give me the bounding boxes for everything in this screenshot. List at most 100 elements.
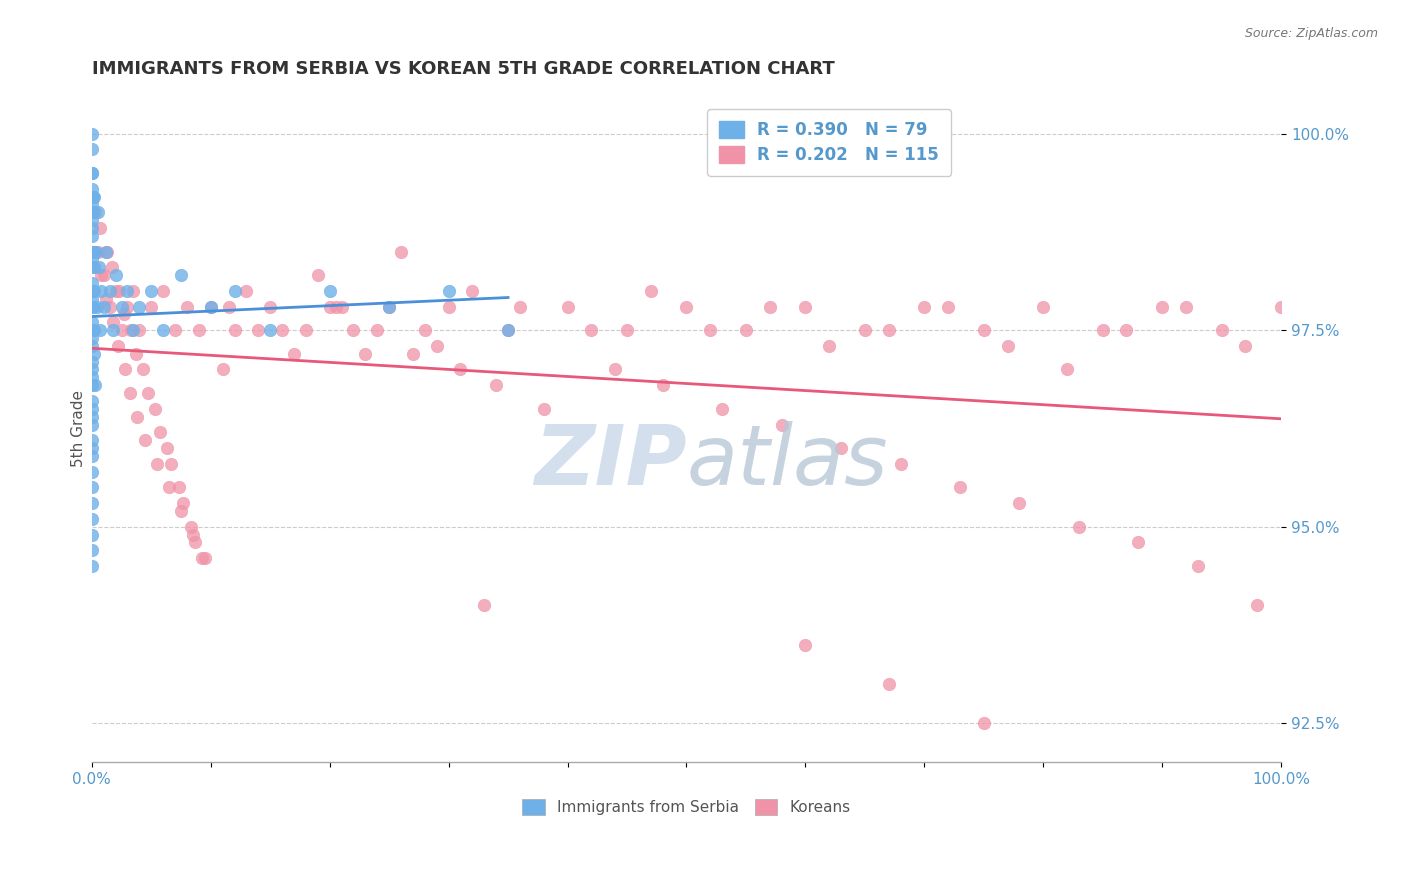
Point <box>80 252 103 267</box>
Point <box>128 300 150 314</box>
Point <box>80 417 103 432</box>
Point <box>378 300 401 314</box>
Text: IMMIGRANTS FROM SERBIA VS KOREAN 5TH GRADE CORRELATION CHART: IMMIGRANTS FROM SERBIA VS KOREAN 5TH GRA… <box>91 60 835 78</box>
Point <box>89 221 111 235</box>
Point <box>283 347 305 361</box>
Point <box>83 323 105 337</box>
Point <box>87 205 110 219</box>
Point <box>80 512 103 526</box>
Point <box>295 323 318 337</box>
Point <box>1211 323 1233 337</box>
Point <box>80 292 103 306</box>
Point <box>170 504 193 518</box>
Point <box>1067 519 1090 533</box>
Point <box>80 205 103 219</box>
Point <box>640 284 662 298</box>
Point <box>80 370 103 384</box>
Point <box>132 362 155 376</box>
Point <box>235 284 257 298</box>
Point <box>200 300 222 314</box>
Point <box>675 300 697 314</box>
Point <box>1032 300 1054 314</box>
Point <box>176 300 198 314</box>
Point <box>170 268 193 283</box>
Point <box>83 260 105 275</box>
Point <box>318 284 340 298</box>
Point <box>889 457 911 471</box>
Point <box>96 244 118 259</box>
Point <box>152 323 174 337</box>
Text: ZIP: ZIP <box>534 421 686 502</box>
Point <box>699 323 721 337</box>
Point <box>758 300 780 314</box>
Point <box>149 425 172 440</box>
Point <box>354 347 377 361</box>
Point <box>82 323 104 337</box>
Point <box>342 323 364 337</box>
Point <box>80 558 103 573</box>
Point <box>794 300 817 314</box>
Point <box>83 347 105 361</box>
Point <box>194 551 217 566</box>
Point <box>1187 558 1209 573</box>
Point <box>83 244 105 259</box>
Point <box>98 300 121 314</box>
Point <box>146 457 169 471</box>
Point <box>973 323 995 337</box>
Point <box>141 284 163 298</box>
Point <box>83 189 105 203</box>
Point <box>118 386 141 401</box>
Point <box>80 354 103 368</box>
Point <box>103 315 125 329</box>
Point <box>80 221 103 235</box>
Point <box>122 323 145 337</box>
Point <box>117 300 139 314</box>
Point <box>259 323 281 337</box>
Point <box>84 205 107 219</box>
Point <box>152 284 174 298</box>
Text: Source: ZipAtlas.com: Source: ZipAtlas.com <box>1244 27 1378 40</box>
Point <box>325 300 347 314</box>
Point <box>160 457 183 471</box>
Point <box>830 441 852 455</box>
Point <box>94 292 117 306</box>
Point <box>426 339 449 353</box>
Point <box>794 638 817 652</box>
Legend: Immigrants from Serbia, Koreans: Immigrants from Serbia, Koreans <box>516 793 856 822</box>
Point <box>247 323 270 337</box>
Point <box>218 300 240 314</box>
Point <box>125 347 148 361</box>
Point <box>318 300 340 314</box>
Point <box>80 197 103 211</box>
Point <box>271 323 294 337</box>
Point <box>936 300 959 314</box>
Point <box>108 284 131 298</box>
Point <box>122 284 145 298</box>
Point <box>82 244 104 259</box>
Point <box>84 378 107 392</box>
Point <box>949 480 972 494</box>
Point <box>157 480 180 494</box>
Point <box>184 535 207 549</box>
Point <box>134 434 156 448</box>
Point <box>616 323 638 337</box>
Point <box>80 143 103 157</box>
Point <box>98 284 121 298</box>
Y-axis label: 5th Grade: 5th Grade <box>72 390 86 467</box>
Point <box>80 480 103 494</box>
Point <box>191 551 214 566</box>
Point <box>80 276 103 290</box>
Point <box>86 300 108 314</box>
Point <box>128 323 150 337</box>
Point <box>101 260 124 275</box>
Point <box>80 300 103 314</box>
Point <box>89 323 111 337</box>
Point <box>472 599 495 613</box>
Point <box>125 409 148 424</box>
Point <box>80 409 103 424</box>
Point <box>80 331 103 345</box>
Text: atlas: atlas <box>686 421 889 502</box>
Point <box>82 189 104 203</box>
Point <box>80 401 103 416</box>
Point <box>114 362 136 376</box>
